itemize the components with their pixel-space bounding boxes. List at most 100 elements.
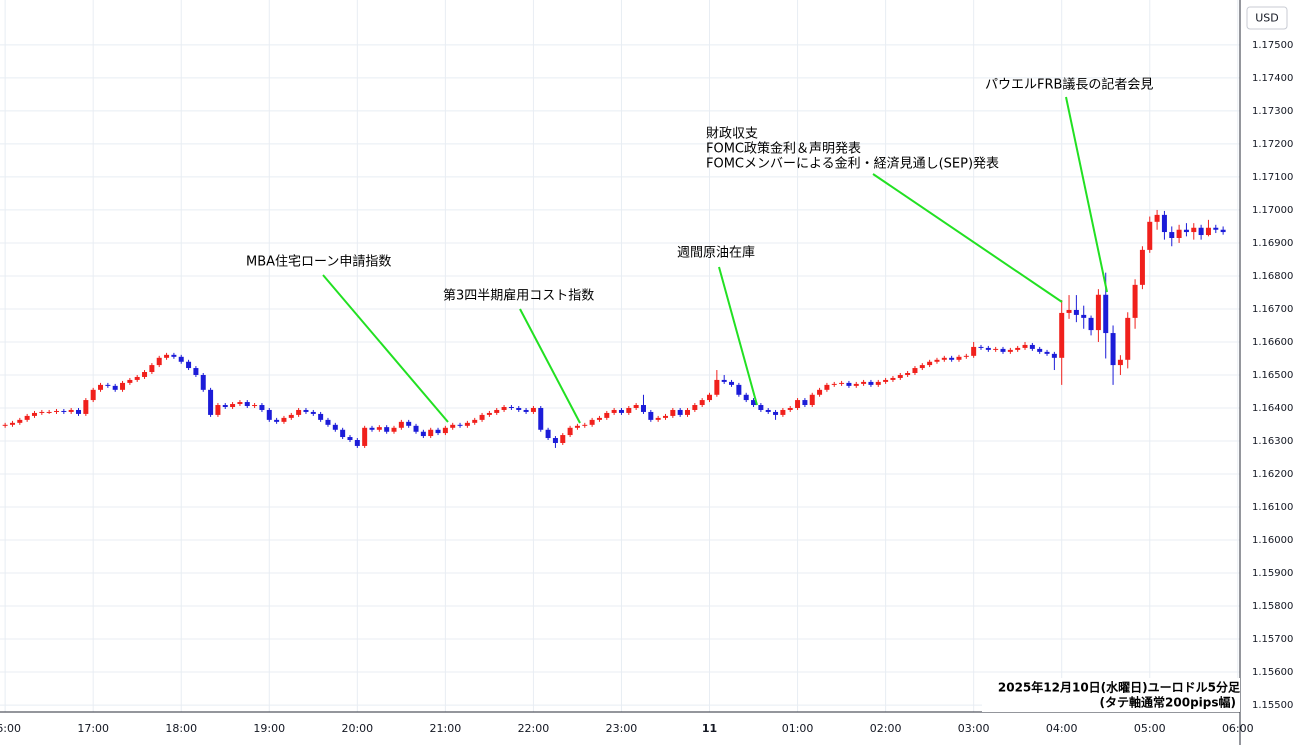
candle-body xyxy=(1073,309,1079,315)
candle-body xyxy=(927,361,933,366)
candle-body xyxy=(743,394,749,401)
candle-body xyxy=(567,427,573,436)
footnote: 2025年12月10日(水曜日)ユーロドル5分足 xyxy=(998,680,1240,695)
candle-body xyxy=(1088,317,1094,331)
leader-line xyxy=(718,266,758,406)
leader-line xyxy=(872,173,1063,303)
x-tick-label: 22:00 xyxy=(518,722,550,735)
leader-line xyxy=(519,308,581,424)
candle-body xyxy=(611,409,617,413)
candle-body xyxy=(479,414,485,420)
annotation: 週間原油在庫 xyxy=(677,246,755,261)
candle-body xyxy=(795,400,801,408)
candle-body xyxy=(362,427,368,446)
candle-body xyxy=(1117,359,1123,366)
candle-body xyxy=(883,379,889,382)
candle-body xyxy=(1183,229,1189,233)
candle-body xyxy=(171,354,177,357)
candle-body xyxy=(890,377,896,380)
x-tick-label: 04:00 xyxy=(1046,722,1078,735)
candle-body xyxy=(648,411,654,420)
candle-body xyxy=(2,424,8,426)
y-tick-label: 1.15800 xyxy=(1252,601,1293,612)
candle-body xyxy=(391,427,397,432)
candle-body xyxy=(971,346,977,356)
candle-body xyxy=(369,427,375,430)
candle-body xyxy=(208,389,214,415)
y-tick-label: 1.16400 xyxy=(1252,403,1293,414)
leader-line xyxy=(322,274,449,423)
candle-body xyxy=(655,417,661,420)
candle-body xyxy=(178,356,184,362)
x-tick-label: 23:00 xyxy=(606,722,638,735)
candle-body xyxy=(640,405,646,412)
y-tick-label: 1.16500 xyxy=(1252,370,1293,381)
annotation: MBA住宅ローン申請指数 xyxy=(246,255,391,270)
candle-body xyxy=(692,405,698,410)
y-tick-label: 1.15500 xyxy=(1252,700,1293,711)
candle-body xyxy=(861,381,867,384)
candle-body xyxy=(677,409,683,415)
candle-body xyxy=(604,412,610,418)
y-tick-label: 1.17200 xyxy=(1252,139,1293,150)
candle-body xyxy=(508,406,514,408)
candle-body xyxy=(68,409,74,412)
y-tick-label: 1.16800 xyxy=(1252,271,1293,282)
candle-body xyxy=(46,411,52,413)
candle-body xyxy=(120,382,126,390)
y-tick-label: 1.17400 xyxy=(1252,73,1293,84)
candle-body xyxy=(949,357,955,360)
candle-body xyxy=(222,405,228,407)
candle-body xyxy=(428,429,434,437)
x-tick-label: 01:00 xyxy=(782,722,814,735)
candle-body xyxy=(853,383,859,386)
y-tick-label: 1.17100 xyxy=(1252,172,1293,183)
annotation: FOMCメンバーによる金利・経済見通し(SEP)発表 xyxy=(706,156,999,172)
candle-body xyxy=(1000,348,1006,352)
candle-body xyxy=(905,372,911,375)
currency-box[interactable] xyxy=(1246,6,1288,30)
candle-body xyxy=(442,427,448,434)
candle-body xyxy=(633,405,639,408)
candle-body xyxy=(839,382,845,384)
candle-body xyxy=(9,422,15,425)
grid xyxy=(0,0,1240,712)
x-tick-label: 19:00 xyxy=(253,722,285,735)
candle-body xyxy=(142,372,148,377)
x-tick-label: 16:00 xyxy=(0,722,21,735)
candle-body xyxy=(1103,294,1109,334)
candle-body xyxy=(1139,249,1145,285)
candle-body xyxy=(1147,221,1153,250)
candle-body xyxy=(53,410,59,412)
candle-body xyxy=(472,419,478,423)
candle-body xyxy=(1132,284,1138,318)
candle-body xyxy=(560,435,566,443)
y-tick-label: 1.16300 xyxy=(1252,436,1293,447)
candle-body xyxy=(685,409,691,415)
candle-body xyxy=(1220,229,1226,233)
candle-body xyxy=(1169,232,1175,238)
y-tick-label: 1.16100 xyxy=(1252,502,1293,513)
candle-body xyxy=(978,346,984,348)
candle-body xyxy=(736,384,742,395)
candle-body xyxy=(574,425,580,428)
candle-body xyxy=(296,409,302,415)
candle-body xyxy=(450,424,456,428)
candle-body xyxy=(919,365,925,369)
candle-body xyxy=(354,440,360,446)
candle-body xyxy=(134,376,140,380)
candle-body xyxy=(156,357,162,366)
candle-body xyxy=(817,389,823,395)
candle-body xyxy=(875,381,881,385)
candle-body xyxy=(765,409,771,412)
candle-body xyxy=(758,405,764,410)
candle-body xyxy=(530,407,536,412)
x-tick-label: 17:00 xyxy=(77,722,109,735)
candle-body xyxy=(61,410,67,412)
candle-body xyxy=(406,421,412,426)
candle-body xyxy=(237,402,243,405)
candle-body xyxy=(1015,347,1021,350)
candle-body xyxy=(266,409,272,420)
candle-body xyxy=(501,406,507,410)
